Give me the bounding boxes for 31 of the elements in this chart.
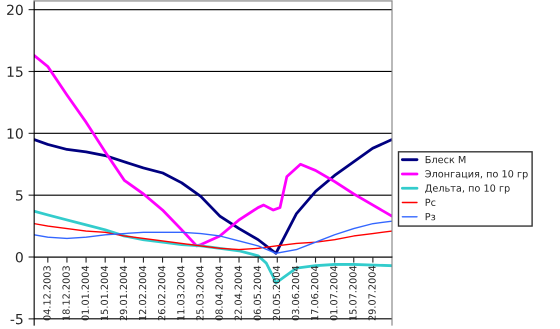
y-tick-label: -5	[10, 314, 23, 324]
x-tick-label: 01.07.2004	[330, 266, 338, 320]
legend-label: Блеск M	[426, 156, 466, 164]
y-tick-label: 10	[8, 128, 23, 139]
x-tick-label: 01.01.2004	[82, 266, 89, 320]
x-tick-label: 25.03.2004	[196, 266, 204, 320]
y-tick-label: 0	[16, 252, 23, 262]
y-tick-label: 5	[16, 190, 23, 201]
x-tick-label: 29.07.2004	[368, 266, 376, 320]
legend-label: Элонгация, по 10 гр	[425, 170, 528, 180]
x-tick-label: 04.12.2003	[43, 266, 51, 320]
x-tick-label: 17.06.2004	[310, 266, 318, 320]
x-tick-label: 18.12.2003	[62, 266, 70, 320]
y-tick-label: 15	[8, 66, 23, 77]
x-tick-label: 22.04.2004	[234, 266, 242, 320]
x-tick-label: 15.07.2004	[349, 266, 357, 320]
x-tick-label: 08.04.2004	[215, 266, 223, 320]
x-tick-label: 06.05.2004	[254, 266, 261, 320]
legend-label: Дельта, по 10 гр	[425, 184, 510, 194]
line-series	[34, 138, 392, 255]
x-tick-label: 11.03.2004	[177, 266, 184, 320]
legend-label: Рс	[426, 198, 436, 206]
x-tick-label: 20.05.2004	[272, 266, 280, 320]
line-series	[34, 54, 392, 248]
legend-label: Рз	[426, 213, 436, 220]
x-tick-label: 15.01.2004	[100, 266, 108, 320]
x-tick-label: 12.02.2004	[138, 266, 146, 320]
x-tick-label: 26.02.2004	[158, 266, 166, 320]
x-tick-label: 03.06.2004	[292, 266, 300, 320]
x-tick-label: 29.01.2004	[120, 266, 128, 320]
y-tick-label: 20	[7, 4, 23, 16]
